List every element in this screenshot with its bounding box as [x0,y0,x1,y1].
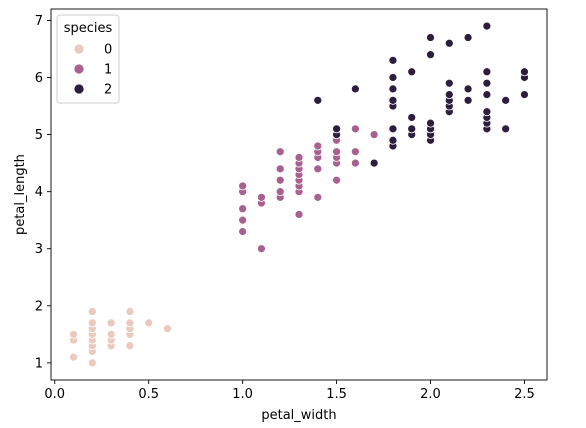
x-tick-label: 0.0 [44,387,65,402]
data-point-species-0 [125,307,135,316]
data-point-species-1 [294,210,304,219]
data-point-species-2 [520,90,529,99]
data-point-species-2 [520,67,529,77]
data-point-species-1 [275,147,285,157]
legend-box [56,14,120,104]
data-point-species-0 [87,358,97,368]
data-point-species-1 [238,181,248,191]
data-point-species-1 [238,204,248,214]
data-point-species-1 [369,130,379,139]
data-point-species-1 [350,147,360,157]
data-point-species-2 [407,67,417,77]
legend-marker-species-0 [73,43,85,55]
y-tick-label: 5 [35,128,43,143]
data-point-species-1 [238,215,248,225]
data-point-species-2 [313,95,323,105]
data-point-species-0 [87,318,97,328]
data-point-species-0 [106,329,116,339]
x-tick-label: 2.5 [514,387,535,402]
y-tick-label: 4 [35,185,43,200]
x-tick-label: 2.0 [420,387,441,402]
plot-frame [50,8,548,381]
data-point-species-2 [501,95,511,105]
data-point-species-1 [257,192,266,202]
data-point-species-2 [482,90,492,99]
data-point-species-2 [482,21,492,31]
legend-label-species-0: 0 [104,43,112,58]
data-point-species-2 [501,124,511,134]
y-axis-label: petal_length [13,154,28,235]
x-tick-label: 1.0 [232,387,253,402]
data-point-species-2 [444,38,454,48]
data-point-species-1 [313,192,323,202]
data-point-species-2 [426,118,435,128]
data-point-species-2 [388,84,398,94]
data-point-species-2 [407,113,417,122]
legend-label-species-1: 1 [104,63,112,78]
y-axis-ticks: 1 2 3 4 5 6 7 [35,14,51,371]
legend: species 0 1 2 [56,14,120,104]
data-point-species-1 [332,147,341,157]
data-point-species-2 [388,135,398,145]
data-point-species-2 [463,95,473,105]
data-point-species-0 [144,318,154,328]
data-point-species-0 [106,318,116,328]
data-point-species-2 [388,55,398,65]
data-point-species-0 [163,324,172,334]
legend-label-species-2: 2 [104,83,112,98]
points-layer [69,21,529,368]
y-tick-label: 2 [35,299,43,314]
data-point-species-2 [463,84,473,94]
data-point-species-1 [332,175,341,185]
data-point-species-2 [388,95,398,105]
data-point-species-1 [313,141,323,151]
data-point-species-2 [388,124,398,134]
data-point-species-1 [313,164,323,174]
data-point-species-2 [332,124,341,134]
data-point-species-2 [482,67,492,77]
x-tick-label: 1.5 [326,387,347,402]
y-tick-label: 7 [35,14,43,29]
data-point-species-2 [482,78,492,88]
data-point-species-2 [444,90,454,99]
y-tick-label: 3 [35,242,43,257]
legend-title: species [64,21,113,36]
data-point-species-2 [426,33,435,42]
data-point-species-2 [388,73,398,82]
data-point-species-2 [482,107,492,117]
data-point-species-1 [350,124,360,134]
data-point-species-0 [69,329,78,339]
y-tick-label: 1 [35,356,43,371]
x-axis-label: petal_width [261,408,336,423]
data-point-species-2 [463,33,473,42]
data-point-species-2 [407,124,417,134]
legend-marker-species-2 [73,83,85,95]
data-point-species-2 [426,50,435,60]
data-point-species-1 [275,164,285,174]
x-tick-label: 0.5 [138,387,159,402]
data-point-species-0 [87,307,97,316]
data-point-species-2 [369,158,379,168]
data-point-species-0 [69,352,78,362]
data-point-species-1 [294,153,304,162]
data-point-species-0 [125,318,135,328]
data-point-species-1 [275,187,285,197]
y-tick-label: 6 [35,71,43,86]
x-axis-ticks: 0.0 0.5 1.0 1.5 2.0 2.5 [44,380,535,402]
data-point-species-1 [275,175,285,185]
data-point-species-1 [257,244,266,254]
data-point-species-1 [350,158,360,168]
data-point-species-2 [444,78,454,88]
legend-marker-species-1 [73,63,85,75]
data-point-species-2 [350,84,360,94]
data-point-species-0 [125,341,135,351]
data-point-species-1 [238,227,248,236]
